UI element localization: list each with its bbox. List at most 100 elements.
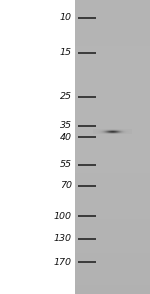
Bar (75, 272, 150, 273)
Bar (75, 47, 150, 49)
Bar (75, 110, 150, 112)
Bar (75, 72, 150, 74)
Bar (75, 28, 150, 29)
Bar (75, 19, 150, 21)
Bar (75, 281, 150, 282)
Bar (75, 40, 150, 41)
Bar (75, 238, 150, 240)
Bar (75, 176, 150, 178)
Bar (75, 240, 150, 241)
Bar (75, 253, 150, 254)
Bar (75, 266, 150, 268)
Bar (75, 56, 150, 57)
Bar (75, 269, 150, 270)
Bar (75, 79, 150, 81)
Bar (75, 262, 150, 263)
Bar (75, 98, 150, 100)
Bar (75, 0, 150, 1)
Bar (75, 256, 150, 257)
Bar (75, 154, 150, 156)
Bar (75, 169, 150, 171)
Bar (75, 25, 150, 26)
Bar (75, 9, 150, 10)
Bar (75, 88, 150, 90)
Bar (75, 57, 150, 59)
Bar (75, 219, 150, 220)
Bar (75, 194, 150, 196)
Bar (75, 18, 150, 19)
Bar (75, 263, 150, 265)
Bar (75, 163, 150, 165)
Bar (75, 101, 150, 103)
Bar (75, 273, 150, 275)
Bar (75, 268, 150, 269)
Bar (75, 31, 150, 32)
Bar (75, 196, 150, 197)
Bar (75, 32, 150, 34)
Bar (75, 10, 150, 12)
Bar (75, 112, 150, 113)
Bar (75, 287, 150, 288)
Bar (75, 107, 150, 109)
Bar (75, 200, 150, 201)
Bar (75, 85, 150, 87)
Bar (75, 49, 150, 50)
Bar (75, 131, 150, 132)
Bar (75, 193, 150, 194)
Bar (75, 96, 150, 97)
Bar (75, 46, 150, 47)
Bar (75, 162, 150, 163)
Bar (75, 118, 150, 119)
Bar (75, 209, 150, 210)
Bar (75, 288, 150, 290)
Bar (75, 63, 150, 65)
Bar (75, 222, 150, 223)
Bar (75, 100, 150, 101)
Bar (75, 235, 150, 237)
Bar (75, 44, 150, 46)
Bar (75, 75, 150, 76)
Text: 35: 35 (60, 121, 72, 130)
Bar (75, 191, 150, 193)
Bar (75, 178, 150, 179)
Bar (75, 278, 150, 279)
Bar (75, 7, 150, 9)
Text: 100: 100 (54, 212, 72, 221)
Bar (75, 291, 150, 293)
Bar (75, 21, 150, 22)
Bar (75, 87, 150, 88)
Bar (75, 37, 150, 38)
Bar (75, 279, 150, 281)
Bar (75, 284, 150, 285)
Bar (75, 78, 150, 79)
Bar (75, 135, 150, 137)
Bar (75, 226, 150, 228)
Bar (75, 247, 150, 248)
Text: 40: 40 (60, 133, 72, 142)
Bar (75, 201, 150, 203)
Bar (75, 132, 150, 134)
Bar (75, 265, 150, 266)
Bar (75, 93, 150, 94)
Bar (75, 103, 150, 104)
Bar (75, 182, 150, 184)
Bar (75, 60, 150, 62)
Bar (75, 119, 150, 121)
Bar (75, 244, 150, 245)
Text: 70: 70 (60, 181, 72, 190)
Bar (75, 62, 150, 63)
Text: 15: 15 (60, 48, 72, 57)
Text: 55: 55 (60, 160, 72, 169)
Bar (75, 26, 150, 28)
Bar (75, 185, 150, 187)
Bar (75, 159, 150, 160)
Bar (75, 91, 150, 93)
Bar (75, 181, 150, 182)
Bar (75, 276, 150, 278)
Bar (75, 90, 150, 91)
Bar (75, 213, 150, 215)
Bar (75, 16, 150, 18)
Bar (75, 66, 150, 68)
Bar (75, 54, 150, 56)
Bar (75, 6, 150, 7)
